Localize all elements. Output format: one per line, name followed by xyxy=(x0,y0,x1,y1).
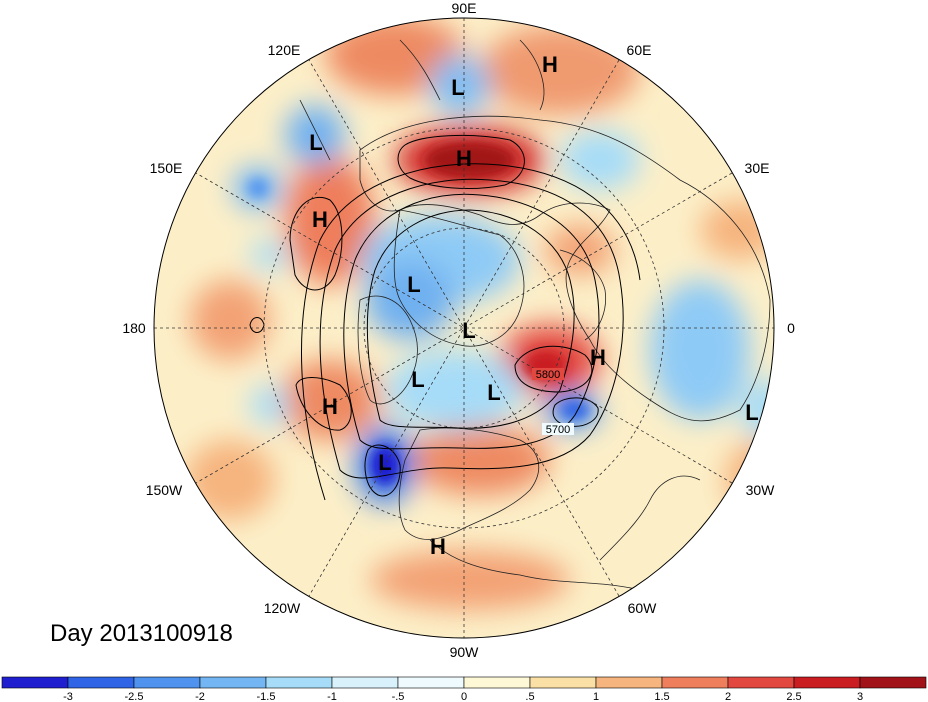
lon-label-30w: 30W xyxy=(746,482,776,498)
colorbar-swatch xyxy=(859,676,927,689)
colorbar-swatch xyxy=(199,676,267,689)
colorbar-swatch xyxy=(133,676,201,689)
colorbar-swatch xyxy=(529,676,597,689)
contour-label-bg xyxy=(542,423,574,435)
colorbar-swatch xyxy=(595,676,663,689)
high-pressure-label: H xyxy=(430,534,446,559)
low-pressure-label: L xyxy=(745,400,758,425)
colorbar-swatch xyxy=(1,676,69,689)
low-pressure-label: L xyxy=(411,367,424,392)
colorbar-swatch xyxy=(463,676,531,689)
colorbar-tick-label: 2 xyxy=(725,691,731,702)
high-pressure-label: H xyxy=(590,345,606,370)
colorbar-swatch xyxy=(793,676,861,689)
low-pressure-label: L xyxy=(309,130,322,155)
colorbar-tick-label: -1 xyxy=(327,691,337,702)
low-pressure-label: L xyxy=(462,318,475,343)
height-contours xyxy=(249,134,641,501)
colorbar-swatch xyxy=(265,676,333,689)
low-pressure-label: L xyxy=(451,75,464,100)
lon-label-0: 0 xyxy=(787,320,795,336)
contour-label-5800: 5800 xyxy=(536,369,560,381)
coastlines xyxy=(299,39,771,591)
colorbar-swatch xyxy=(727,676,795,689)
colorbar-tick-label: -.5 xyxy=(392,691,405,702)
low-pressure-label: L xyxy=(407,272,420,297)
colorbar-tick-label: 0 xyxy=(461,691,467,702)
colorbar: -3 -2.5 -2 -1.5 -1 -.5 0 .5 1 1.5 2 2.5 3 xyxy=(1,676,927,702)
colorbar-tick-label: 1.5 xyxy=(654,691,669,702)
lon-label-120e: 120E xyxy=(268,42,301,58)
map-boundary xyxy=(153,17,775,639)
contour-label-bg xyxy=(532,368,564,380)
colorbar-tick-label: -2 xyxy=(195,691,205,702)
colorbar-swatch xyxy=(331,676,399,689)
lon-label-150w: 150W xyxy=(146,482,183,498)
high-pressure-label: H xyxy=(322,394,338,419)
lon-label-120w: 120W xyxy=(264,600,301,616)
lon-label-60w: 60W xyxy=(628,600,658,616)
colorbar-tick-label: -3 xyxy=(63,691,73,702)
date-title: Day 2013100918 xyxy=(50,620,233,647)
high-pressure-label: H xyxy=(312,207,328,232)
graticule xyxy=(154,18,774,638)
high-pressure-label: H xyxy=(456,146,472,171)
low-pressure-label: L xyxy=(487,380,500,405)
colorbar-tick-label: -2.5 xyxy=(125,691,144,702)
high-pressure-label: H xyxy=(542,52,558,77)
pressure-centers: H L H L H L L L L H H L L H xyxy=(309,52,758,559)
colorbar-tick-label: 2.5 xyxy=(786,691,801,702)
contour-label-5700: 5700 xyxy=(546,424,570,436)
lon-label-180: 180 xyxy=(122,320,146,336)
contour-labels: 5800 5700 xyxy=(532,368,574,436)
colorbar-swatch xyxy=(67,676,135,689)
low-pressure-label: L xyxy=(378,450,391,475)
colorbar-tick-label: 1 xyxy=(593,691,599,702)
lon-label-90w: 90W xyxy=(450,644,480,660)
colorbar-swatch xyxy=(661,676,729,689)
lon-label-90e: 90E xyxy=(452,0,477,16)
colorbar-swatch xyxy=(397,676,465,689)
longitude-labels: 90E 60E 30E 0 30W 60W 90W 120W 150W 180 … xyxy=(122,0,795,660)
colorbar-tick-label: 3 xyxy=(857,691,863,702)
lon-label-30e: 30E xyxy=(745,160,770,176)
polar-map: 90E 60E 30E 0 30W 60W 90W 120W 150W 180 … xyxy=(122,0,795,660)
lon-label-150e: 150E xyxy=(150,160,183,176)
colorbar-tick-label: .5 xyxy=(525,691,534,702)
lon-label-60e: 60E xyxy=(627,42,652,58)
colorbar-tick-label: -1.5 xyxy=(257,691,276,702)
